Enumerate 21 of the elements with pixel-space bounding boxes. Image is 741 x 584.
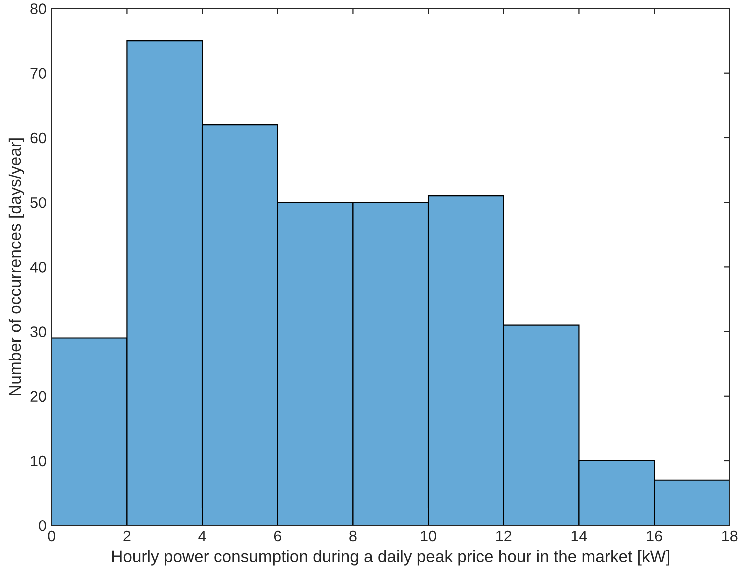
x-tick-label: 8 — [350, 530, 357, 542]
y-tick-label: 70 — [30, 68, 46, 80]
y-tick-label: 60 — [30, 132, 46, 144]
x-tick-label: 14 — [572, 531, 588, 542]
y-tick-label: 80 — [30, 4, 46, 14]
y-tick-label: 40 — [30, 262, 46, 273]
x-tick-label: 0 — [48, 530, 56, 542]
y-tick-label: 10 — [31, 456, 46, 467]
x-tick-label: 16 — [647, 530, 662, 542]
y-tick-label: 0 — [39, 520, 46, 532]
x-tick-label: 10 — [421, 530, 436, 542]
x-tick-label: 6 — [274, 530, 282, 542]
y-tick-label: 30 — [30, 326, 46, 338]
x-tick-label: 2 — [124, 530, 131, 542]
x-axis-title: Hourly power consumption during a daily peak price hour in the market [kW] — [112, 550, 670, 566]
x-tick-label: 12 — [496, 530, 512, 542]
y-tick-label: 20 — [30, 391, 46, 402]
y-axis-title: Number of occurrences [days/year] — [8, 138, 24, 396]
x-tick-label: 18 — [722, 530, 738, 542]
y-tick-label: 50 — [30, 197, 46, 208]
x-tick-label: 4 — [198, 531, 206, 542]
